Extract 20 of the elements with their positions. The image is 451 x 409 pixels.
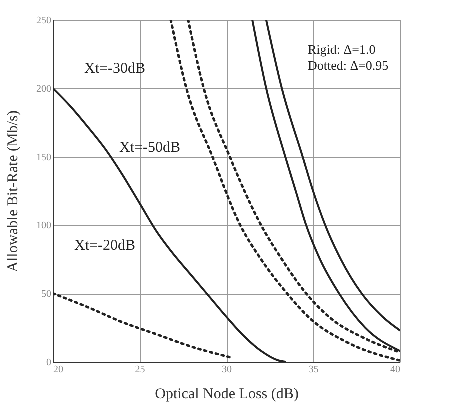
x-tick-label: 35 [308, 364, 319, 376]
y-tick-label: 150 [36, 152, 52, 164]
annotation: Xt=-50dB [120, 140, 180, 156]
annotation: Dotted: Δ=0.95 [308, 58, 389, 73]
annotation: Rigid: Δ=1.0 [308, 42, 376, 57]
annotation: Xt=-30dB [84, 61, 146, 77]
x-tick-label: 20 [54, 364, 64, 376]
x-tick-label: 40 [390, 364, 400, 376]
x-tick-label: 25 [135, 364, 146, 376]
line-series [53, 292, 233, 360]
annotation: Xt=-20dB [74, 238, 136, 254]
y-tick-label: 100 [36, 220, 52, 232]
y-axis-title: Allowable Bit-Rate (Mb/s) [6, 110, 22, 272]
line-series [53, 87, 286, 362]
x-axis-title: Optical Node Loss (dB) [155, 386, 299, 402]
y-tick-label: 250 [36, 16, 52, 26]
y-tick-label: 200 [36, 84, 52, 95]
x-tick-label: 30 [222, 364, 232, 376]
y-tick-label: 0 [46, 358, 52, 368]
y-tick-label: 50 [42, 289, 52, 300]
